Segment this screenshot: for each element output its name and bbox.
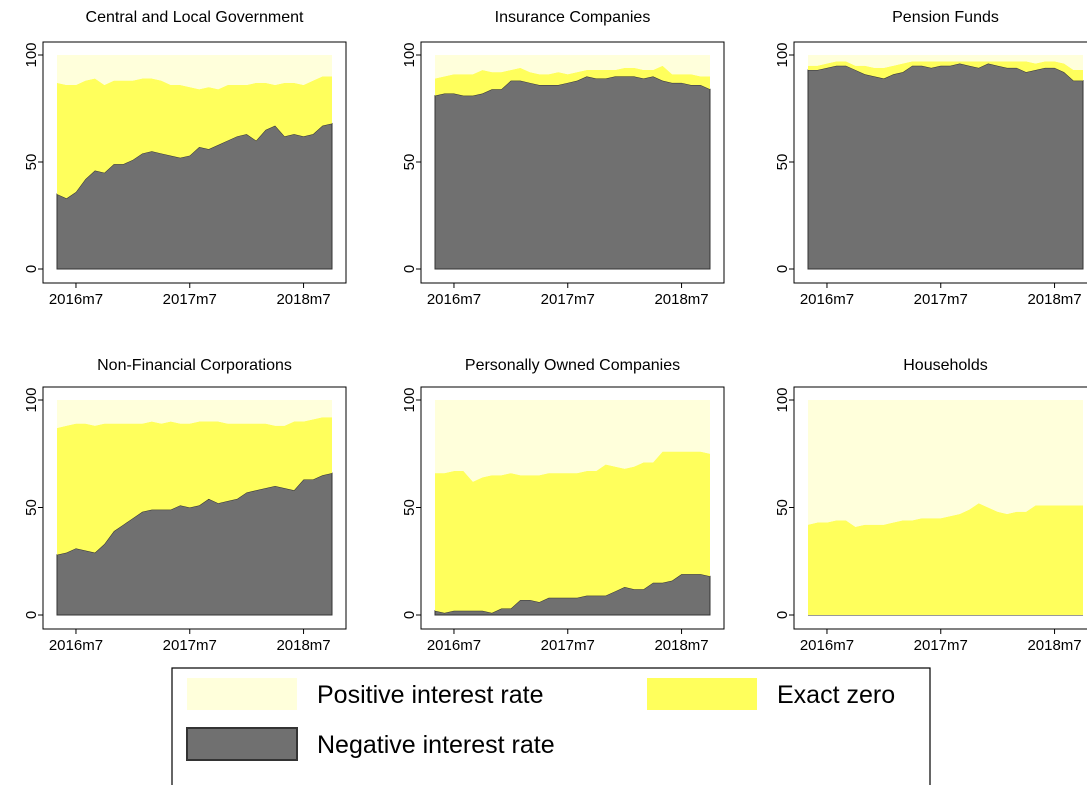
- x-tick-label: 2018m7: [654, 637, 708, 654]
- y-tick-label: 0: [401, 611, 418, 619]
- x-tick-label: 2016m7: [427, 637, 481, 654]
- x-tick-label: 2017m7: [914, 291, 968, 308]
- x-tick-label: 2018m7: [1027, 291, 1081, 308]
- area: [435, 400, 710, 482]
- panel-title: Non-Financial Corporations: [97, 357, 292, 374]
- x-tick-label: 2017m7: [541, 291, 595, 308]
- y-tick-label: 0: [401, 265, 418, 273]
- area: [435, 55, 710, 79]
- y-tick-label: 50: [774, 154, 791, 171]
- y-tick-label: 50: [774, 499, 791, 516]
- x-tick-label: 2017m7: [163, 291, 217, 308]
- y-tick-label: 0: [23, 265, 40, 273]
- area: [57, 76, 332, 199]
- x-tick-label: 2017m7: [914, 637, 968, 654]
- x-tick-label: 2018m7: [276, 637, 330, 654]
- x-tick-label: 2017m7: [541, 637, 595, 654]
- x-tick-label: 2018m7: [276, 291, 330, 308]
- panel-title: Households: [903, 357, 988, 374]
- y-tick-label: 50: [23, 154, 40, 171]
- y-tick-label: 100: [774, 387, 791, 412]
- x-tick-label: 2016m7: [49, 637, 103, 654]
- x-tick-label: 2016m7: [800, 291, 854, 308]
- legend-label: Exact zero: [777, 681, 895, 709]
- area: [57, 55, 332, 90]
- x-tick-label: 2016m7: [49, 291, 103, 308]
- legend-label: Negative interest rate: [317, 731, 555, 759]
- y-tick-label: 100: [23, 387, 40, 412]
- x-tick-label: 2016m7: [427, 291, 481, 308]
- area: [57, 400, 332, 428]
- area: [808, 503, 1083, 615]
- y-tick-label: 100: [401, 387, 418, 412]
- area: [434, 75, 711, 270]
- y-tick-label: 50: [23, 499, 40, 516]
- x-tick-label: 2018m7: [1027, 637, 1081, 654]
- area: [808, 55, 1083, 70]
- y-tick-label: 50: [401, 154, 418, 171]
- x-tick-label: 2016m7: [800, 637, 854, 654]
- legend-box: [171, 667, 931, 785]
- y-tick-label: 100: [23, 42, 40, 67]
- legend-swatch: [187, 678, 297, 710]
- y-tick-label: 50: [401, 499, 418, 516]
- legend-label: Positive interest rate: [317, 681, 544, 709]
- panel-title: Personally Owned Companies: [465, 357, 680, 374]
- area: [57, 417, 332, 555]
- area: [808, 400, 1083, 527]
- panel-title: Pension Funds: [892, 9, 999, 26]
- y-tick-label: 100: [774, 42, 791, 67]
- area: [435, 451, 710, 613]
- area: [807, 63, 1084, 270]
- area: [435, 65, 710, 96]
- y-tick-label: 0: [774, 611, 791, 619]
- legend-swatch: [647, 678, 757, 710]
- panel-title: Central and Local Government: [86, 9, 304, 26]
- y-tick-label: 0: [774, 265, 791, 273]
- x-tick-label: 2017m7: [163, 637, 217, 654]
- panel-title: Insurance Companies: [495, 9, 651, 26]
- x-tick-label: 2018m7: [654, 291, 708, 308]
- area: [808, 61, 1083, 81]
- y-tick-label: 100: [401, 42, 418, 67]
- legend-swatch: [186, 727, 298, 761]
- y-tick-label: 0: [23, 611, 40, 619]
